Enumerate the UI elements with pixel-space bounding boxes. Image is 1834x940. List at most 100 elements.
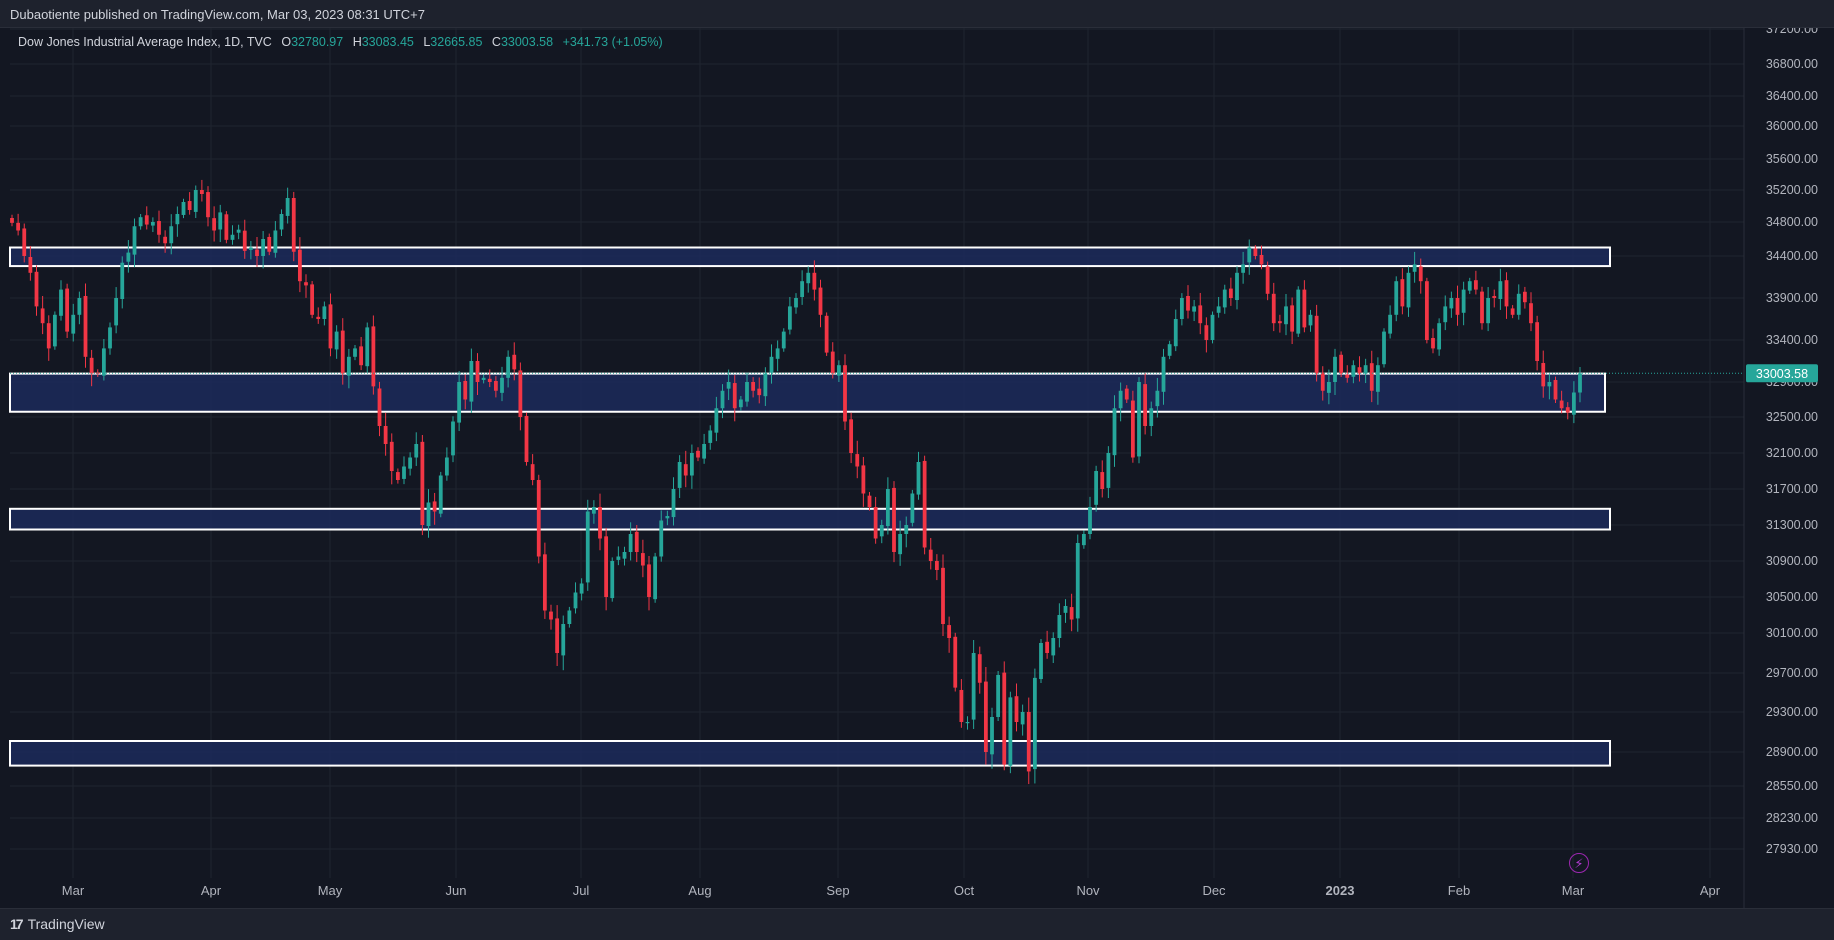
y-tick-label: 32100.00 [1766,446,1818,460]
y-tick-label: 33900.00 [1766,291,1818,305]
candle-body [340,330,345,374]
candle-body [463,380,468,400]
candle-body [855,454,860,467]
candle-body [653,556,658,600]
candle-body [1063,606,1068,613]
candle-body [916,462,921,495]
candle-body [1198,305,1203,324]
candle-body [781,331,786,349]
candle-body [40,308,45,324]
candle-body [818,287,823,315]
candle-body [1026,712,1031,772]
candle-body [714,408,719,433]
candle-body [273,230,278,253]
candle-body [953,636,958,688]
candle-body [1045,641,1050,653]
candle-body [732,383,737,409]
candle-body [114,298,119,326]
candle-body [1192,306,1197,312]
candle-body [873,507,878,539]
candle-body [708,430,713,443]
candle-body [1290,305,1295,332]
candle-body [579,583,584,594]
candle-body [1051,638,1056,656]
candle-body [193,190,198,212]
candle-body [1443,306,1448,323]
candle-body [1106,453,1111,488]
candle-body [1418,266,1423,282]
candle-body [1241,264,1246,273]
candle-body [359,346,364,366]
candle-body [1210,314,1215,340]
chart-area[interactable]: 37200.00 36800.00 36400.00 36000.00 35600.00… [0,22,1834,908]
candle-body [628,534,633,552]
x-tick-label: Mar [1562,883,1585,898]
y-tick-label: 30100.00 [1766,626,1818,640]
candle-body [444,457,449,476]
candle-body [879,525,884,537]
candle-body [451,421,455,456]
x-tick-label: Jul [573,883,590,898]
candle-body [922,460,927,548]
x-tick-label: Apr [201,883,222,898]
candle-body [567,610,572,624]
candle-body [971,653,976,720]
candle-body [206,192,210,218]
candle-body [1333,356,1337,382]
legend-close-label: C [491,35,501,49]
candle-body [71,314,76,334]
candle-body [1204,325,1209,340]
candle-body [1069,607,1074,620]
candle-body [867,495,872,507]
candle-body [640,553,645,566]
candle-body [432,501,437,512]
candle-body [328,304,333,349]
legend-low-value: 32665.85 [430,35,483,49]
candle-body [1351,365,1356,377]
lightning-icon[interactable]: ⚡ [1569,853,1589,873]
legend-open-label: O [281,35,292,49]
candle-body [1088,507,1092,534]
candlestick-chart[interactable]: 37200.00 36800.00 36400.00 36000.00 35600.00… [0,22,1834,908]
candle-body [1339,354,1344,374]
support-resistance-zone [9,246,1611,268]
y-tick-label: 29300.00 [1766,705,1818,719]
candle-body [169,226,174,244]
candle-body [426,502,431,527]
candle-body [365,327,370,367]
candle-body [1265,266,1270,294]
y-tick-label: 35200.00 [1766,183,1818,197]
candle-body [959,689,964,722]
x-tick-label: Feb [1448,883,1470,898]
chart-legend: Dow Jones Industrial Average Index, 1D, … [18,35,663,49]
candle-body [1431,337,1435,349]
tradingview-brand[interactable]: 17 TradingView [10,916,105,932]
candle-body [438,475,443,514]
candle-body [267,236,272,252]
candle-body [334,331,339,350]
candle-body [1057,615,1062,638]
y-tick-label: 28900.00 [1766,745,1818,759]
y-tick-label: 31700.00 [1766,482,1818,496]
candle-body [1510,308,1515,315]
y-tick-label: 29700.00 [1766,666,1818,680]
candle-body [1375,365,1380,392]
candle-body [420,441,425,525]
candle-body [224,214,229,240]
support-resistance-zone [9,740,1611,767]
candle-body [242,230,247,251]
candle-body [1357,367,1362,374]
candle-body [163,236,168,244]
candle-body [120,262,125,300]
y-tick-label: 35600.00 [1766,152,1818,166]
y-tick-label: 34800.00 [1766,215,1818,229]
candle-body [22,228,27,256]
candle-body [10,218,14,223]
x-tick-label: 2023 [1326,883,1355,898]
y-tick-label: 36000.00 [1766,119,1818,133]
candle-body [598,507,602,539]
candle-body [457,382,462,423]
candle-body [126,252,131,262]
candle-body [659,520,664,557]
candle-body [377,388,382,426]
